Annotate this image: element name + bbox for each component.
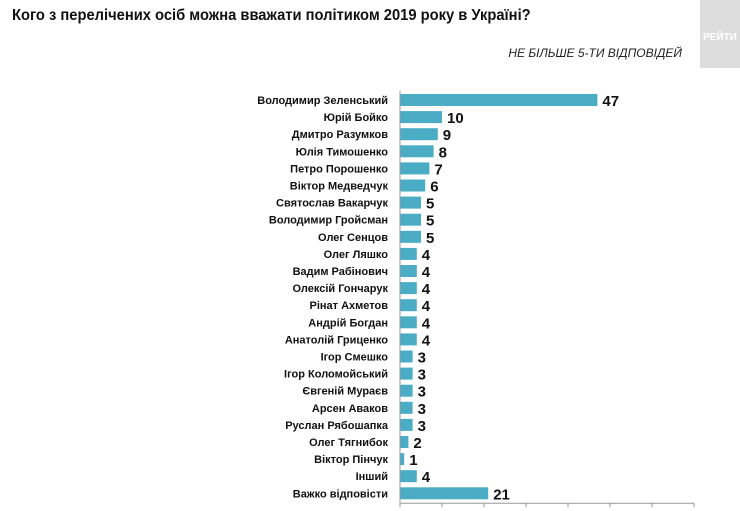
data-label: 4 bbox=[422, 247, 431, 264]
category-label: Андрій Богдан bbox=[308, 317, 388, 329]
category-label: Рінат Ахметов bbox=[310, 300, 389, 312]
category-label: Анатолій Гриценко bbox=[285, 334, 388, 346]
category-label: Юлія Тимошенко bbox=[296, 146, 389, 158]
bar bbox=[400, 128, 438, 141]
category-label: Євгеній Мураєв bbox=[302, 386, 388, 398]
bar bbox=[400, 316, 417, 329]
bar bbox=[400, 196, 421, 209]
bar bbox=[400, 367, 413, 380]
data-label: 4 bbox=[422, 315, 431, 332]
data-label: 10 bbox=[447, 110, 464, 127]
data-label: 5 bbox=[426, 230, 434, 247]
bar bbox=[400, 333, 417, 346]
bar bbox=[400, 418, 413, 431]
category-label: Інший bbox=[356, 471, 388, 483]
bar bbox=[400, 401, 413, 414]
data-label: 4 bbox=[422, 332, 431, 349]
bar bbox=[400, 247, 417, 260]
watermark-logo: РЕЙТИ bbox=[700, 0, 740, 68]
data-label: 8 bbox=[439, 144, 447, 161]
data-label: 4 bbox=[422, 298, 431, 315]
data-label: 3 bbox=[418, 384, 426, 401]
bar bbox=[400, 230, 421, 243]
data-label: 3 bbox=[418, 350, 426, 367]
category-label: Віктор Медведчук bbox=[290, 181, 389, 193]
data-label: 4 bbox=[422, 469, 431, 486]
data-label: 1 bbox=[409, 452, 417, 469]
bar bbox=[400, 384, 413, 397]
data-label: 3 bbox=[418, 367, 426, 384]
bar bbox=[400, 282, 417, 295]
category-label: Олексій Гончарук bbox=[293, 283, 389, 295]
category-label: Олег Тягнибок bbox=[309, 437, 388, 449]
category-label: Володимир Гройсман bbox=[269, 215, 388, 227]
data-label: 5 bbox=[426, 213, 434, 230]
category-label: Руслан Рябошапка bbox=[285, 420, 389, 432]
bar bbox=[400, 436, 409, 448]
data-label: 7 bbox=[434, 161, 442, 178]
category-label: Ігор Смешко bbox=[321, 352, 389, 364]
category-label: Важко відповісти bbox=[293, 488, 388, 500]
chart-subtitle: НЕ БІЛЬШЕ 5-ТИ ВІДПОВІДЕЙ bbox=[508, 46, 682, 60]
bar bbox=[400, 470, 417, 483]
category-label: Дмитро Разумков bbox=[292, 129, 388, 141]
bar bbox=[400, 94, 598, 106]
bar bbox=[400, 213, 421, 226]
bar bbox=[400, 162, 430, 175]
category-label: Юрій Бойко bbox=[324, 112, 389, 124]
category-label: Ігор Коломойський bbox=[284, 369, 388, 381]
category-label: Вадим Рабінович bbox=[293, 266, 388, 278]
data-label: 4 bbox=[422, 281, 431, 298]
data-label: 2 bbox=[413, 435, 421, 452]
category-label: Олег Ляшко bbox=[324, 249, 389, 261]
category-label: Святослав Вакарчук bbox=[276, 198, 388, 210]
data-label: 47 bbox=[602, 93, 619, 110]
bar bbox=[400, 350, 413, 363]
data-label: 21 bbox=[493, 486, 510, 503]
bar bbox=[400, 299, 417, 312]
data-label: 5 bbox=[426, 196, 434, 213]
bar bbox=[400, 453, 405, 466]
category-label: Олег Сенцов bbox=[318, 232, 388, 244]
data-label: 6 bbox=[430, 179, 438, 196]
data-label: 9 bbox=[443, 127, 451, 144]
bar bbox=[400, 179, 426, 192]
watermark-text: РЕЙТИ bbox=[703, 32, 737, 43]
chart-title: Кого з перелічених осіб можна вважати по… bbox=[12, 7, 531, 24]
category-label: Петро Порошенко bbox=[290, 163, 388, 175]
bar bbox=[400, 487, 489, 500]
category-label: Арсен Аваков bbox=[312, 403, 388, 415]
data-label: 4 bbox=[422, 264, 431, 281]
bar bbox=[400, 145, 434, 158]
data-label: 3 bbox=[418, 418, 426, 435]
bar bbox=[400, 265, 417, 277]
bar bbox=[400, 111, 442, 124]
category-label: Володимир Зеленський bbox=[257, 95, 388, 107]
data-label: 3 bbox=[418, 401, 426, 418]
category-label: Віктор Пінчук bbox=[314, 454, 388, 466]
